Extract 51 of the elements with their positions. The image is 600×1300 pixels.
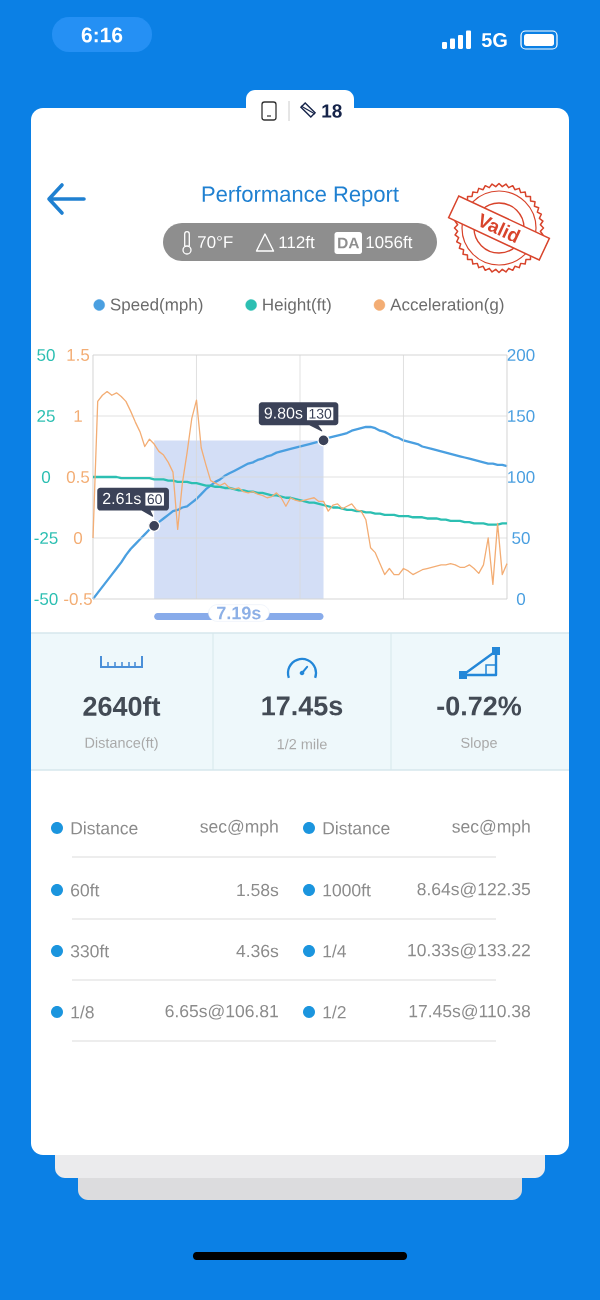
y-tick-label: 200 xyxy=(507,348,535,362)
text: 8.64s@122.35 xyxy=(417,882,531,898)
text: 1.58s xyxy=(237,883,279,897)
y3-tick-label: 0 xyxy=(73,531,83,545)
text: Slope xyxy=(461,737,497,751)
text: 6.65s@106.81 xyxy=(165,1004,278,1020)
y2-tick-label: 50 xyxy=(37,348,55,362)
text: 70°F xyxy=(198,235,233,249)
text: 1/8 xyxy=(71,1005,94,1019)
text: Distance xyxy=(71,821,138,835)
text: 1/4 xyxy=(323,944,347,958)
text: Distance xyxy=(323,821,390,835)
text: 2640ft xyxy=(83,696,161,716)
text: 1/2 mile xyxy=(277,738,327,750)
y-tick-label: 150 xyxy=(508,409,535,423)
text: Valid xyxy=(480,212,521,243)
legend-label: Height(ft) xyxy=(263,298,331,314)
legend-label: Acceleration(g) xyxy=(390,298,504,314)
text: 1056ft xyxy=(366,235,413,249)
text: 4.36s xyxy=(236,944,279,958)
text: Distance(ft) xyxy=(85,737,158,751)
y2-tick-label: -50 xyxy=(34,592,58,606)
text: 6:16 xyxy=(81,27,123,43)
chart-title: Performance Report xyxy=(202,185,399,207)
y3-tick-label: 1 xyxy=(74,410,82,422)
text: 7.19s xyxy=(217,606,261,620)
y2-tick-label: 25 xyxy=(37,409,55,423)
y-tick-label: 100 xyxy=(508,470,535,484)
legend-label: Speed(mph) xyxy=(110,298,203,314)
text: 1000ft xyxy=(323,883,371,897)
text: 17.45s@110.38 xyxy=(409,1004,531,1020)
text: 18 xyxy=(322,104,342,118)
text: 17.45s xyxy=(262,696,343,716)
text: sec@mph xyxy=(200,819,278,837)
text: -0.72% xyxy=(437,696,522,716)
text: 60ft xyxy=(71,883,100,897)
text: 330ft xyxy=(70,944,109,958)
y3-tick-label: -0.5 xyxy=(64,592,92,606)
text: sec@mph xyxy=(452,819,530,837)
text: 5G xyxy=(481,32,507,48)
y2-tick-label: 0 xyxy=(41,470,51,484)
y-tick-label: 50 xyxy=(512,531,530,545)
y2-tick-label: -25 xyxy=(34,531,58,545)
annotation: 2.61s xyxy=(103,492,141,505)
text: 10.33s@133.22 xyxy=(408,943,530,959)
y3-tick-label: 0.5 xyxy=(66,470,90,484)
y-tick-label: 0 xyxy=(516,592,526,606)
y3-tick-label: 1.5 xyxy=(67,349,90,361)
text: 112ft xyxy=(279,235,315,249)
text: DA xyxy=(338,237,360,249)
text: 1/2 xyxy=(323,1005,346,1019)
